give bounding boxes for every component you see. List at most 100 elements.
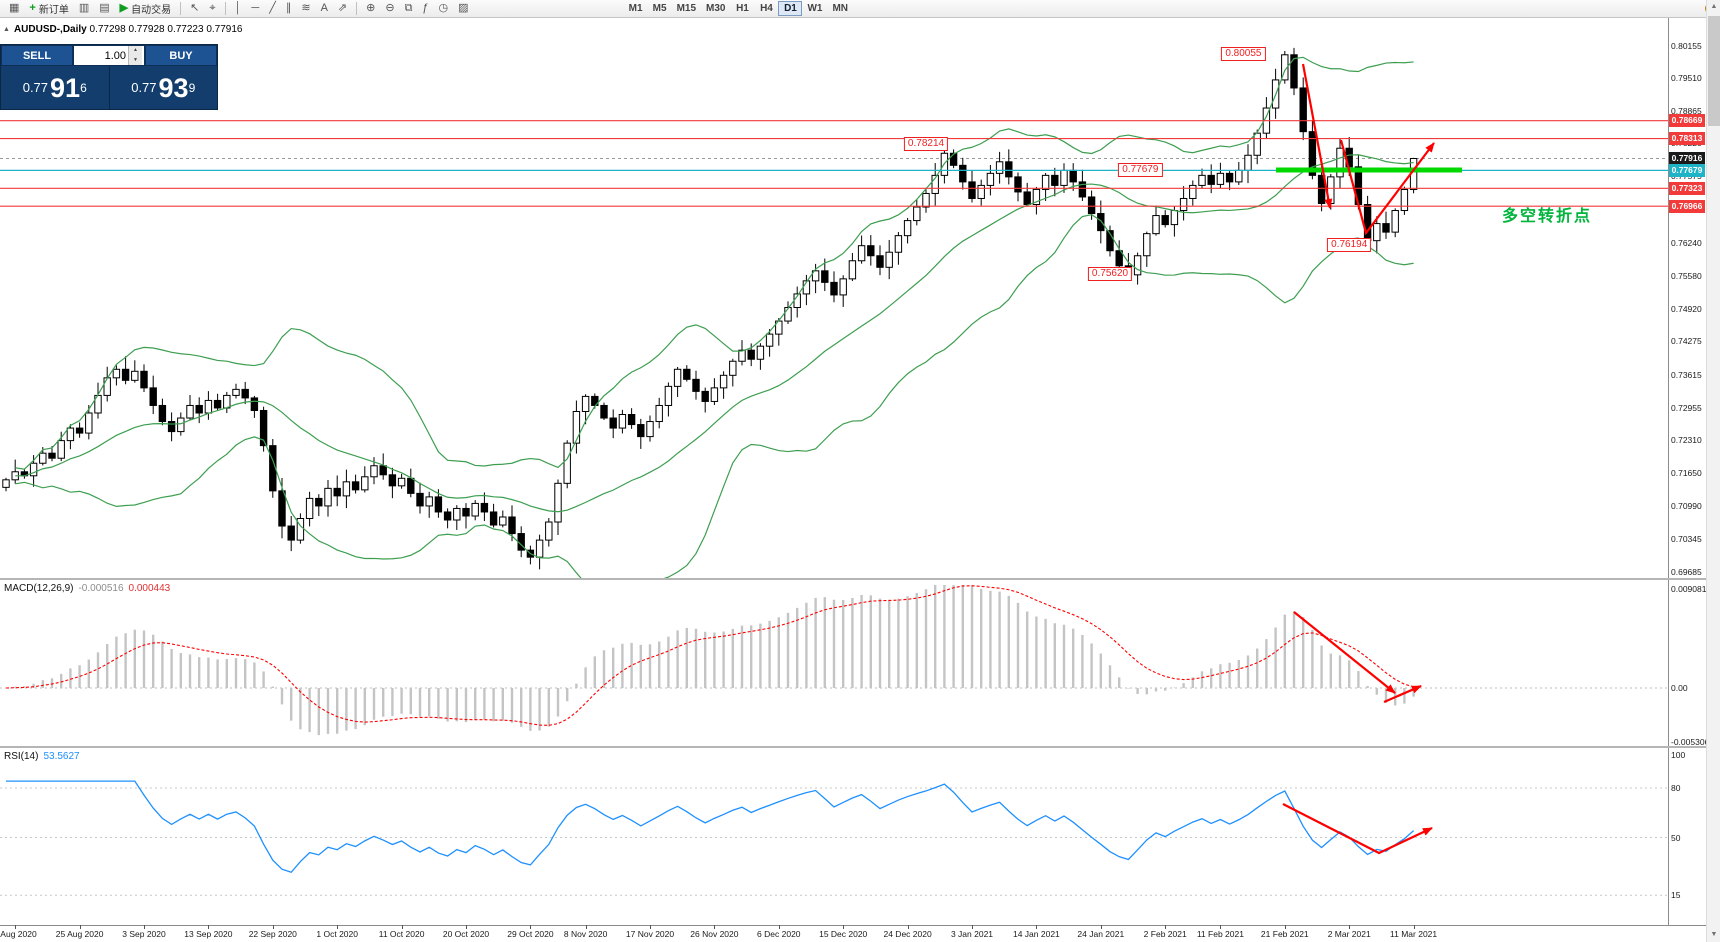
macd-indicator-chart[interactable] xyxy=(0,580,1668,746)
rsi-value: 53.5627 xyxy=(43,751,80,762)
chart-window-button[interactable]: ▥ xyxy=(74,1,94,16)
bid-price-display[interactable]: 0.77 91 6 xyxy=(1,66,110,109)
panel-separator[interactable] xyxy=(0,746,1720,748)
price-tick-label: 0.75580 xyxy=(1671,270,1702,281)
ask-axis-box: 0.77679 xyxy=(1669,163,1705,177)
ohlc-open: 0.77298 xyxy=(89,24,126,35)
timeframe-button-mn[interactable]: MN xyxy=(832,3,849,14)
price-tick-label: 0.72310 xyxy=(1671,435,1702,446)
timeframe-button-w1[interactable]: W1 xyxy=(807,3,823,14)
date-label: 14 Jan 2021 xyxy=(1012,929,1060,939)
fibonacci-tool-button[interactable]: ≋ xyxy=(296,1,315,16)
buy-button[interactable]: BUY xyxy=(145,45,217,66)
timeframe-button-h1[interactable]: H1 xyxy=(736,3,749,14)
autotrading-icon: ▶ xyxy=(119,2,129,14)
price-tick-label: 0.74920 xyxy=(1671,304,1702,314)
zoom-out-button[interactable]: ⊖ xyxy=(380,1,399,16)
date-label: 24 Jan 2021 xyxy=(1077,929,1125,939)
volume-field: ▲ ▼ xyxy=(73,45,145,66)
date-label: 3 Jan 2021 xyxy=(950,929,994,939)
horizontal-line-tool-button[interactable]: ─ xyxy=(246,1,264,16)
volume-down-icon[interactable]: ▼ xyxy=(133,56,138,63)
price-tick-label: 0.73615 xyxy=(1671,369,1702,380)
collapse-triangle-icon[interactable]: ▲ xyxy=(3,26,10,33)
price-tick-label: 0.77575 xyxy=(1671,170,1702,181)
timeframe-button-m15[interactable]: M15 xyxy=(676,3,697,14)
date-label: 25 Aug 2020 xyxy=(55,929,104,939)
timeframe-button-d1[interactable]: D1 xyxy=(778,1,803,16)
rsi-indicator-chart[interactable] xyxy=(0,748,1668,925)
arrow-tool-button[interactable]: ⇗ xyxy=(333,1,352,16)
date-label: 21 Feb 2021 xyxy=(1260,929,1309,939)
periods-icon: ◷ xyxy=(438,2,449,14)
profiles-icon: ▤ xyxy=(99,2,110,14)
price-tick-label: 0.69685 xyxy=(1671,567,1702,577)
price-tick-label: 0.78865 xyxy=(1671,105,1702,116)
cursor-tool-icon: ↖ xyxy=(190,2,200,14)
periods-button[interactable]: ◷ xyxy=(434,1,454,16)
ask-price-display[interactable]: 0.77 93 9 xyxy=(110,66,218,109)
date-label: 1 Oct 2020 xyxy=(316,929,358,939)
date-label: 29 Oct 2020 xyxy=(507,929,554,939)
toolbar-separator xyxy=(180,2,182,15)
date-label: 15 Dec 2020 xyxy=(819,929,868,939)
price-tick-label: 0.79510 xyxy=(1671,73,1702,84)
timeframe-button-h4[interactable]: H4 xyxy=(760,3,773,14)
bid-pip-digit: 6 xyxy=(80,80,87,95)
bid-big-digits: 91 xyxy=(50,72,81,103)
date-label: 26 Nov 2020 xyxy=(690,929,739,939)
level-axis-box: 0.76966 xyxy=(1669,199,1705,213)
date-label: 6 Aug 2020 xyxy=(0,929,37,939)
ask-prefix: 0.77 xyxy=(131,80,157,95)
trendline-tool-button[interactable]: ╱ xyxy=(264,1,281,16)
crosshair-tool-button[interactable]: ⌖ xyxy=(204,1,220,16)
toolbar-separator xyxy=(356,2,358,15)
channel-tool-button[interactable]: ∥ xyxy=(281,1,297,16)
crosshair-tool-icon: ⌖ xyxy=(209,2,216,14)
autotrading-button[interactable]: ▶ 自动交易 xyxy=(115,1,176,17)
date-label: 3 Sep 2020 xyxy=(122,929,166,939)
vertical-line-tool-button[interactable]: │ xyxy=(230,1,247,16)
price-tick-label: 0.80155 xyxy=(1671,41,1702,51)
vertical-scrollbar[interactable]: ▲ ▼ xyxy=(1706,0,1720,942)
scroll-down-icon[interactable]: ▼ xyxy=(1710,931,1718,938)
panel-separator[interactable] xyxy=(0,578,1720,580)
scrollbar-thumb[interactable] xyxy=(1708,16,1720,126)
chart-title: ▲ AUDUSD-,Daily 0.77298 0.77928 0.77223 0… xyxy=(3,24,242,35)
indicators-list-button[interactable]: ƒ xyxy=(417,1,433,16)
date-label: 22 Sep 2020 xyxy=(248,929,297,939)
price-tick-label: 0.76240 xyxy=(1671,237,1702,248)
volume-up-icon[interactable]: ▲ xyxy=(133,47,138,53)
templates-button[interactable]: ▨ xyxy=(453,1,473,16)
time-axis-separator xyxy=(0,925,1706,926)
text-tool-button[interactable]: A xyxy=(316,1,333,16)
cursor-tool-button[interactable]: ↖ xyxy=(185,1,204,16)
tile-windows-button[interactable]: ⧉ xyxy=(400,1,418,16)
profiles-button[interactable]: ▤ xyxy=(94,1,114,16)
rsi-label: RSI(14) 53.5627 xyxy=(4,751,80,762)
macd-axis-label: 0.009081 xyxy=(1671,584,1707,594)
scroll-up-icon[interactable]: ▲ xyxy=(1710,3,1718,10)
timeframe-button-m1[interactable]: M1 xyxy=(628,3,643,14)
level-axis-box: 0.78669 xyxy=(1669,114,1705,128)
charts-grid-button[interactable]: ▦ xyxy=(4,1,24,16)
templates-icon: ▨ xyxy=(458,2,469,14)
volume-input[interactable] xyxy=(74,46,128,65)
indicators-list-icon: ƒ xyxy=(422,2,429,14)
fibonacci-tool-icon: ≋ xyxy=(301,2,311,14)
vertical-line-tool-icon: │ xyxy=(234,2,242,14)
zoom-in-button[interactable]: ⊕ xyxy=(361,1,380,16)
price-tick-label: 0.71650 xyxy=(1671,468,1702,479)
main-price-chart[interactable] xyxy=(0,18,1668,578)
level-axis-box: 0.78313 xyxy=(1669,132,1705,146)
charts-grid-icon: ▦ xyxy=(9,2,20,14)
new-order-icon: + xyxy=(29,2,36,14)
rsi-axis-label: 80 xyxy=(1671,783,1681,793)
sell-button[interactable]: SELL xyxy=(1,45,73,66)
date-label: 13 Sep 2020 xyxy=(184,929,233,939)
new-order-button[interactable]: + 新订单 xyxy=(24,1,73,17)
timeframe-button-m30[interactable]: M30 xyxy=(706,3,726,14)
bull-bear-turning-point-note: 多空转折点 xyxy=(1502,208,1593,225)
timeframe-button-m5[interactable]: M5 xyxy=(652,3,667,14)
